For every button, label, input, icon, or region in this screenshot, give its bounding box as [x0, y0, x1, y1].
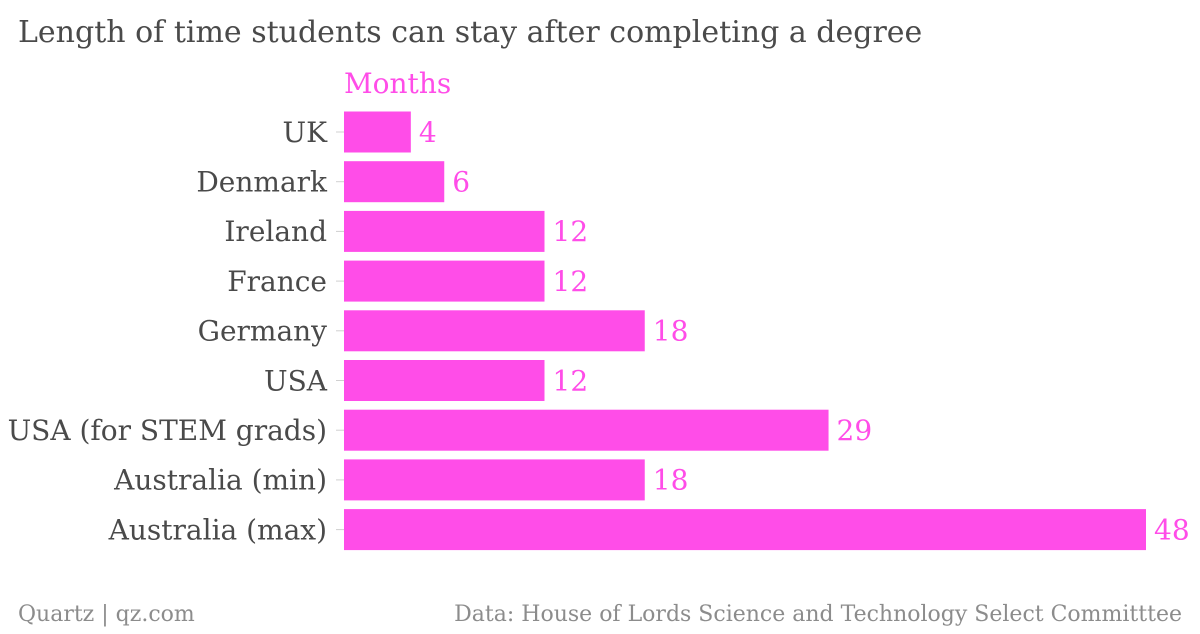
bar-ireland — [344, 210, 545, 252]
y-tick-label-australia-max: Australia (max) — [108, 513, 327, 546]
bar-usa-for-stem-grads — [344, 409, 829, 451]
data-label-france: 12 — [553, 265, 589, 298]
y-tick-label-usa-for-stem-grads: USA (for STEM grads) — [8, 414, 327, 447]
data-label-germany: 18 — [653, 315, 689, 348]
y-tick-label-france: France — [227, 265, 327, 298]
bar-denmark — [344, 161, 445, 203]
data-label-denmark: 6 — [452, 166, 470, 199]
y-tick-label-usa: USA — [264, 364, 328, 397]
data-label-usa: 12 — [553, 364, 589, 397]
y-tick-label-germany: Germany — [198, 315, 328, 348]
data-label-usa-for-stem-grads: 29 — [837, 414, 873, 447]
data-label-ireland: 12 — [553, 215, 589, 248]
data-label-uk: 4 — [419, 116, 437, 149]
bars-layer: UK 4 Denmark 6 Ireland 12 France 12 Germany 18 USA… — [8, 111, 1190, 551]
y-tick-label-uk: UK — [282, 116, 328, 149]
bar-usa — [344, 360, 545, 401]
footer-source-left: Quartz | qz.com — [18, 602, 195, 627]
y-tick-label-ireland: Ireland — [224, 215, 327, 248]
bar-uk — [344, 111, 411, 153]
chart-title: Length of time students can stay after c… — [18, 15, 922, 50]
y-tick-label-denmark: Denmark — [196, 166, 328, 199]
data-label-australia-min: 18 — [653, 464, 689, 497]
bar-germany — [344, 310, 645, 352]
footer-source-right: Data: House of Lords Science and Technol… — [454, 602, 1182, 627]
unit-label: Months — [344, 67, 451, 100]
bar-australia-max — [344, 509, 1146, 551]
y-tick-label-australia-min: Australia (min) — [113, 464, 327, 497]
bar-france — [344, 260, 545, 302]
bar-australia-min — [344, 459, 645, 501]
data-label-australia-max: 48 — [1154, 513, 1190, 546]
